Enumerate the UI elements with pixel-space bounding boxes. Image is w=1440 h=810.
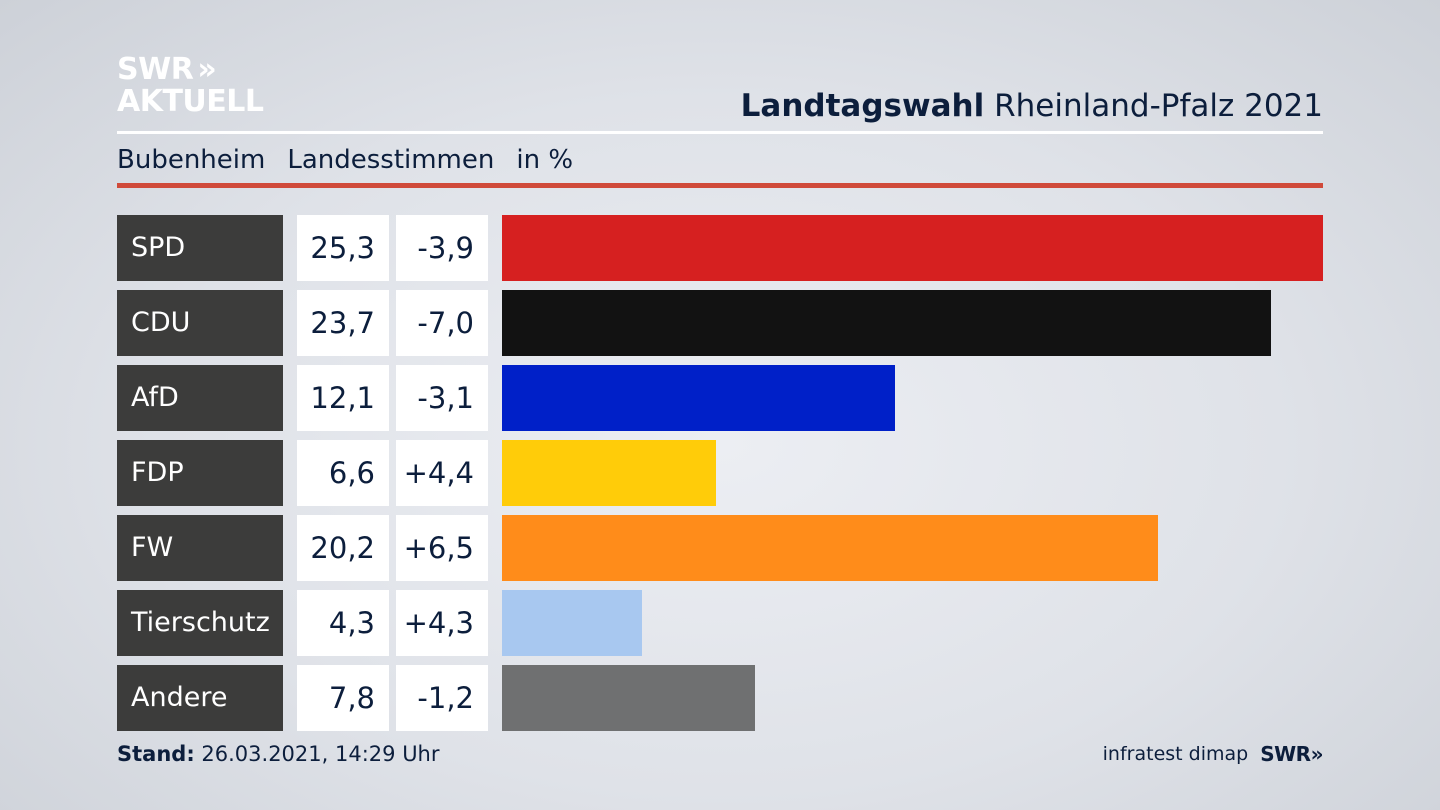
swr-brand: SWR» — [1260, 740, 1323, 768]
change-label: -3,1 — [396, 365, 488, 431]
change-label: -1,2 — [396, 665, 488, 731]
bar — [502, 590, 642, 656]
value-label: 20,2 — [297, 515, 389, 581]
result-row: Tierschutz 4,3 +4,3 — [117, 590, 1323, 656]
change-label: +6,5 — [396, 515, 488, 581]
result-row: SPD 25,3 -3,9 — [117, 215, 1323, 281]
value-label: 4,3 — [297, 590, 389, 656]
source-credit: infratest dimap SWR» — [1102, 740, 1324, 768]
party-label: SPD — [117, 215, 283, 281]
timestamp: Stand: 26.03.2021, 14:29 Uhr — [117, 740, 440, 768]
result-row: Andere 7,8 -1,2 — [117, 665, 1323, 731]
result-row: FW 20,2 +6,5 — [117, 515, 1323, 581]
bar — [502, 215, 1323, 281]
result-row: CDU 23,7 -7,0 — [117, 290, 1323, 356]
page-title: Landtagswahl Rheinland-Pfalz 2021 — [741, 86, 1323, 126]
value-label: 6,6 — [297, 440, 389, 506]
swr-chevron-icon: » — [1310, 742, 1324, 766]
change-label: -3,9 — [396, 215, 488, 281]
change-label: +4,3 — [396, 590, 488, 656]
change-label: -7,0 — [396, 290, 488, 356]
value-label: 23,7 — [297, 290, 389, 356]
logo-aktuell-text: AKTUELL — [117, 84, 264, 119]
source-label: infratest dimap — [1102, 743, 1249, 765]
chart-subtitle: Bubenheim Landesstimmen in % — [117, 143, 573, 177]
party-label: FDP — [117, 440, 283, 506]
logo-chevron-icon: » — [197, 52, 217, 87]
stand-label: Stand: — [117, 742, 195, 766]
change-label: +4,4 — [396, 440, 488, 506]
header-divider — [117, 131, 1323, 134]
subtitle-unit: in % — [516, 145, 574, 175]
bar — [502, 515, 1158, 581]
result-row: AfD 12,1 -3,1 — [117, 365, 1323, 431]
value-label: 7,8 — [297, 665, 389, 731]
value-label: 12,1 — [297, 365, 389, 431]
accent-divider — [117, 183, 1323, 188]
subtitle-measure: Landesstimmen — [287, 145, 495, 175]
swr-brand-text: SWR — [1260, 742, 1311, 766]
subtitle-place: Bubenheim — [117, 145, 266, 175]
result-row: FDP 6,6 +4,4 — [117, 440, 1323, 506]
stand-value: 26.03.2021, 14:29 Uhr — [201, 742, 440, 766]
bar — [502, 365, 895, 431]
party-label: CDU — [117, 290, 283, 356]
party-label: Tierschutz — [117, 590, 283, 656]
bar — [502, 440, 716, 506]
title-rest: Rheinland-Pfalz 2021 — [994, 88, 1323, 124]
bar — [502, 290, 1271, 356]
party-label: AfD — [117, 365, 283, 431]
party-label: Andere — [117, 665, 283, 731]
value-label: 25,3 — [297, 215, 389, 281]
title-bold: Landtagswahl — [740, 88, 985, 124]
swr-aktuell-logo: SWR » AKTUELL — [117, 54, 264, 118]
bar — [502, 665, 755, 731]
party-label: FW — [117, 515, 283, 581]
logo-swr-text: SWR — [117, 52, 194, 87]
